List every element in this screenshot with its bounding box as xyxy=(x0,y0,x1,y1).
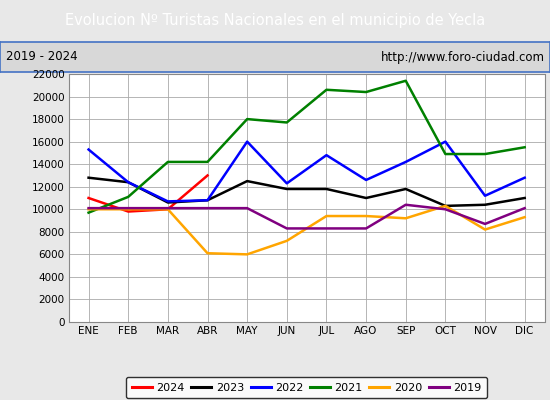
Text: 2019 - 2024: 2019 - 2024 xyxy=(6,50,77,64)
Text: http://www.foro-ciudad.com: http://www.foro-ciudad.com xyxy=(381,50,544,64)
Text: Evolucion Nº Turistas Nacionales en el municipio de Yecla: Evolucion Nº Turistas Nacionales en el m… xyxy=(65,14,485,28)
Legend: 2024, 2023, 2022, 2021, 2020, 2019: 2024, 2023, 2022, 2021, 2020, 2019 xyxy=(126,377,487,398)
